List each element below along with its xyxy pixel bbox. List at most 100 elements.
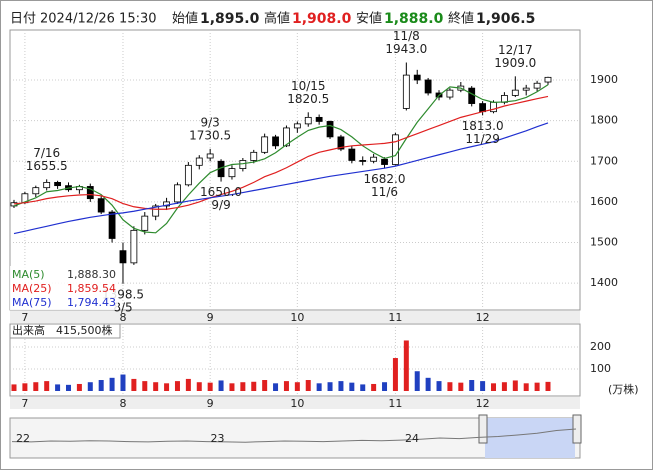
- candle-body: [370, 156, 378, 162]
- navigator-line: [11, 428, 577, 443]
- volume-bar: [120, 374, 126, 391]
- volume-bar: [153, 382, 159, 391]
- legend-value: 1,859.54: [67, 282, 116, 295]
- volume-bar: [382, 382, 388, 391]
- volume-bar: [458, 382, 464, 391]
- candle-body: [413, 74, 421, 81]
- volume-bar: [305, 380, 311, 391]
- annotation-price: 1813.0: [462, 119, 504, 133]
- high-label: 高値: [264, 11, 290, 27]
- y-tick-label: 1800: [590, 114, 618, 127]
- volume-bar: [11, 384, 17, 391]
- candle-body: [163, 201, 170, 207]
- annotation-price: 1650.0: [200, 185, 242, 199]
- open: 1,895.0: [200, 11, 260, 27]
- volume-bar: [131, 378, 137, 391]
- volume-bar: [240, 382, 246, 391]
- volume-bar: [55, 384, 61, 391]
- volume-unit: (万株): [608, 382, 639, 396]
- candle-body: [402, 74, 410, 109]
- volume-bar: [218, 380, 224, 391]
- y-tick-label: 1600: [590, 195, 618, 208]
- x-tick-label: 7: [21, 397, 28, 410]
- candle-body: [283, 127, 290, 147]
- candle-body: [544, 76, 552, 83]
- annotation-price: 1943.0: [385, 42, 427, 56]
- candle-body: [424, 79, 432, 94]
- navigator-selection[interactable]: [485, 418, 575, 458]
- candle-body: [32, 187, 40, 195]
- volume-bar: [273, 383, 279, 391]
- candle-body: [348, 148, 356, 161]
- navigator-label: 22: [16, 432, 30, 445]
- candle-body: [86, 186, 94, 200]
- y-tick-label: 1400: [590, 276, 618, 289]
- navigator-handle[interactable]: [478, 414, 488, 444]
- candle-body: [174, 184, 181, 203]
- y-tick-label: 1700: [590, 154, 618, 167]
- close: 1,906.5: [476, 11, 535, 27]
- volume-bar: [44, 381, 50, 391]
- volume-bar: [338, 381, 344, 391]
- price-panel: [9, 29, 581, 311]
- volume-bar: [22, 383, 28, 391]
- candle-body: [392, 134, 399, 165]
- candle-body: [479, 103, 487, 113]
- volume-bar: [294, 382, 300, 391]
- candle-body: [130, 229, 138, 264]
- volume-bar: [403, 340, 409, 391]
- annotation-date: 11/29: [465, 132, 500, 146]
- annotation-price: 1730.5: [189, 128, 231, 142]
- x-tick-label: 9: [207, 397, 214, 410]
- candle-body: [206, 153, 214, 159]
- volume-bar: [414, 371, 420, 391]
- volume-bar: [196, 382, 202, 391]
- candle-body: [184, 164, 192, 186]
- navigator-label: 23: [210, 432, 224, 445]
- candle-body: [195, 157, 203, 166]
- y-tick-label: 1500: [590, 236, 618, 249]
- legend-name: MA(75): [12, 296, 52, 309]
- volume-bar: [360, 384, 366, 391]
- volume-tick-label: 100: [590, 362, 611, 375]
- candle-body: [119, 250, 127, 264]
- x-tick-label: 8: [119, 397, 126, 410]
- volume-bar: [534, 382, 540, 391]
- annotation-date: 10/15: [291, 79, 326, 93]
- volume-bar: [491, 383, 497, 391]
- annotation-price: 1655.5: [26, 159, 68, 173]
- volume-bar: [469, 380, 475, 391]
- candle-body: [337, 136, 345, 150]
- volume-last: 415,500株: [56, 323, 113, 337]
- annotation-price: 1820.5: [287, 92, 329, 106]
- volume-tick-label: 200: [590, 340, 611, 353]
- volume-bar: [371, 383, 377, 391]
- candle-body: [272, 136, 279, 147]
- volume-bar: [523, 383, 529, 391]
- date: 2024/12/26 15:30: [40, 12, 157, 27]
- ma-line: [13, 95, 549, 210]
- candle-body: [446, 89, 454, 98]
- volume-bar: [229, 383, 235, 391]
- x-tick-label: 12: [476, 397, 490, 410]
- volume-bar: [436, 381, 442, 391]
- legend-name: MA(25): [12, 282, 52, 295]
- volume-bar: [207, 382, 213, 391]
- volume-bar: [33, 382, 39, 391]
- volume-bar: [87, 382, 93, 391]
- volume-bar: [392, 358, 398, 391]
- month-band: [10, 397, 580, 409]
- x-tick-label: 12: [476, 311, 490, 324]
- candle-body: [228, 168, 236, 178]
- candle-body: [152, 205, 160, 217]
- volume-bar: [545, 381, 551, 391]
- candle-body: [261, 136, 269, 153]
- low: 1,888.0: [384, 11, 444, 27]
- candle-body: [468, 87, 476, 104]
- volume-bar: [164, 383, 170, 391]
- volume-bar: [185, 378, 191, 391]
- legend-box: [10, 266, 118, 310]
- candle-body: [141, 215, 149, 231]
- navigator-label: 24: [405, 432, 419, 445]
